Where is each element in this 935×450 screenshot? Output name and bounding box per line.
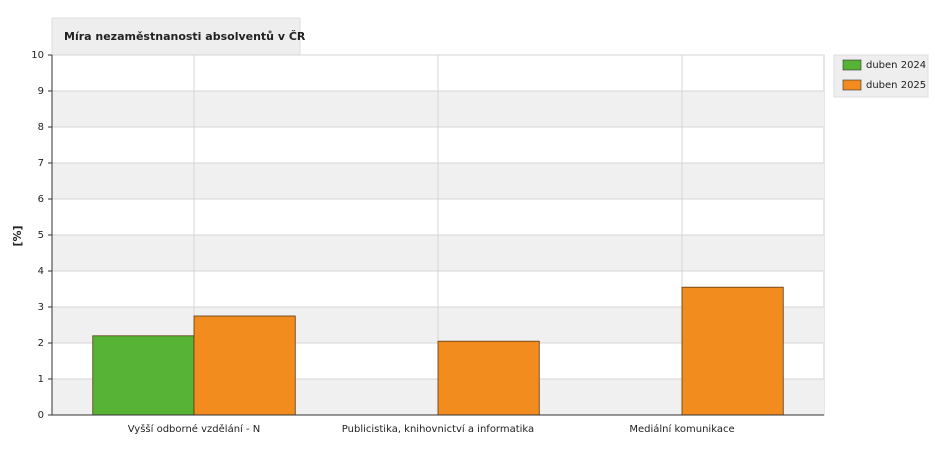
x-tick-label: Publicistika, knihovnictví a informatika — [342, 423, 534, 435]
legend-label: duben 2024 — [866, 60, 926, 71]
x-tick-label: Vyšší odborné vzdělání - N — [128, 423, 261, 435]
legend-label: duben 2025 — [866, 80, 926, 91]
y-tick-label: 6 — [38, 194, 44, 205]
legend-swatch — [842, 79, 862, 91]
y-tick-label: 1 — [38, 374, 44, 385]
y-tick-label: 7 — [38, 158, 44, 169]
title-tab — [51, 17, 301, 56]
y-tick-label: 3 — [38, 302, 44, 313]
bar — [681, 286, 784, 416]
y-tick-label: 8 — [38, 122, 44, 133]
chart-title: Míra nezaměstnanosti absolventů v ČR — [64, 30, 306, 43]
bar — [437, 340, 540, 416]
y-tick-label: 4 — [38, 266, 44, 277]
legend-swatch — [842, 59, 862, 71]
bar — [193, 315, 296, 416]
y-tick-label: 10 — [31, 50, 44, 61]
y-tick-label: 2 — [38, 338, 44, 349]
y-tick-label: 5 — [38, 230, 44, 241]
x-tick-label: Mediální komunikace — [629, 423, 734, 435]
y-tick-label: 0 — [38, 410, 44, 421]
y-tick-label: 9 — [38, 86, 44, 97]
y-axis-label: [%] — [11, 225, 24, 246]
bar — [92, 335, 195, 416]
